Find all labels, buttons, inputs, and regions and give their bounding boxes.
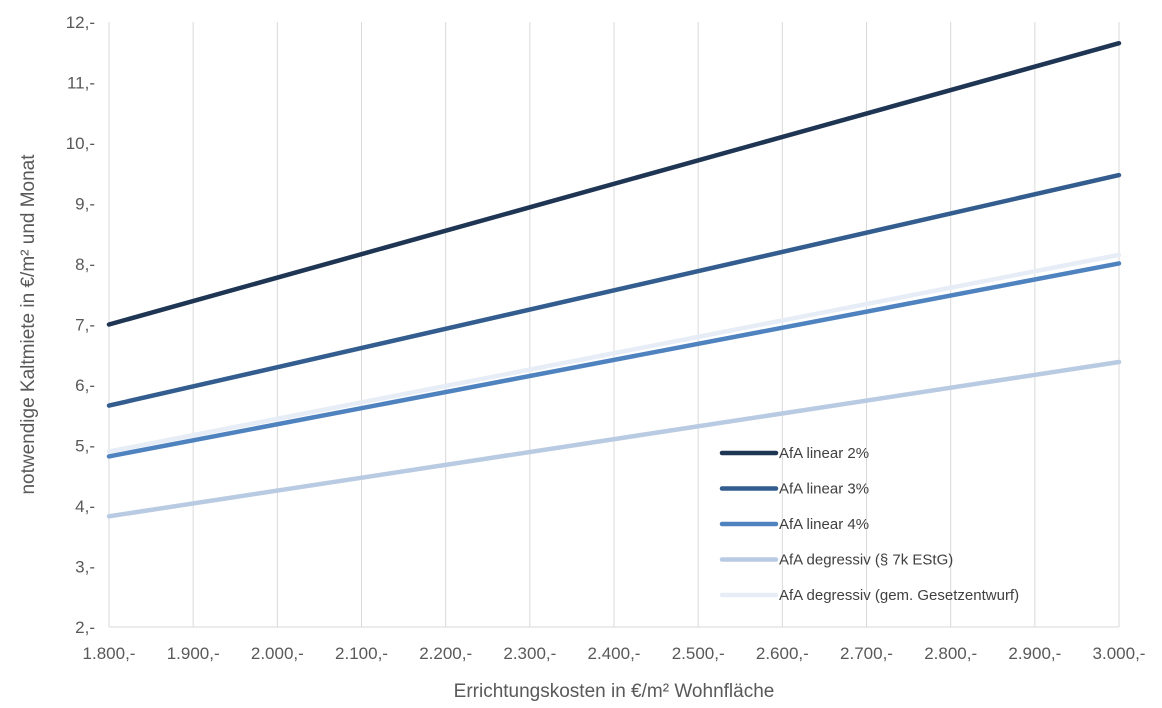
x-tick-label: 3.000,-: [1093, 644, 1146, 663]
legend-label: AfA degressiv (§ 7k EStG): [779, 552, 953, 569]
y-tick-label: 4,-: [75, 497, 95, 516]
y-tick-label: 2,-: [75, 618, 95, 637]
x-tick-label: 2.000,-: [251, 644, 304, 663]
x-tick-label: 2.900,-: [1008, 644, 1061, 663]
y-tick-label: 6,-: [75, 376, 95, 395]
series-line: [106, 172, 1122, 408]
series-line: [106, 359, 1122, 519]
y-tick-labels: 2,- 3,- 4,- 5,- 6,- 7,- 8,- 9,- 10,- 11,- 12,-: [66, 13, 95, 637]
series-line: [106, 40, 1122, 327]
x-tick-label: 2.200,-: [419, 644, 472, 663]
x-axis-title: Errichtungskosten in €/m² Wohnfläche: [454, 681, 775, 702]
grid: [192, 22, 1120, 627]
y-tick-label: 8,-: [75, 255, 95, 274]
x-tick-labels: 1.800,- 1.900,- 2.000,- 2.100,- 2.200,- 2.300…: [83, 644, 1146, 663]
legend-label: AfA degressiv (gem. Gesetzentwurf): [779, 587, 1019, 604]
x-tick-label: 1.800,-: [83, 644, 136, 663]
x-tick-label: 2.300,-: [503, 644, 556, 663]
series-line: [106, 252, 1122, 454]
x-tick-label: 1.900,-: [167, 644, 220, 663]
x-tick-label: 2.500,-: [672, 644, 725, 663]
legend: AfA linear 2% AfA linear 3% AfA linear 4% A…: [719, 445, 1019, 604]
y-tick-label: 11,-: [67, 74, 95, 93]
legend-label: AfA linear 2%: [779, 445, 869, 462]
y-tick-label: 7,-: [75, 316, 95, 335]
x-tick-label: 2.400,-: [588, 644, 641, 663]
legend-label: AfA linear 4%: [779, 516, 869, 533]
legend-label: AfA linear 3%: [779, 481, 869, 498]
y-tick-label: 10,-: [66, 134, 95, 153]
y-tick-label: 5,-: [75, 437, 95, 456]
x-tick-label: 2.800,-: [924, 644, 977, 663]
y-tick-label: 3,-: [75, 558, 95, 577]
series-line: [106, 261, 1122, 459]
y-axis-title: notwendige Kaltmiete in €/m² und Monat: [18, 154, 39, 495]
y-tick-label: 12,-: [66, 13, 95, 32]
x-tick-label: 2.600,-: [756, 644, 809, 663]
y-tick-label: 9,-: [75, 195, 95, 214]
x-tick-label: 2.700,-: [840, 644, 893, 663]
x-tick-label: 2.100,-: [335, 644, 388, 663]
series-lines: [106, 40, 1122, 519]
